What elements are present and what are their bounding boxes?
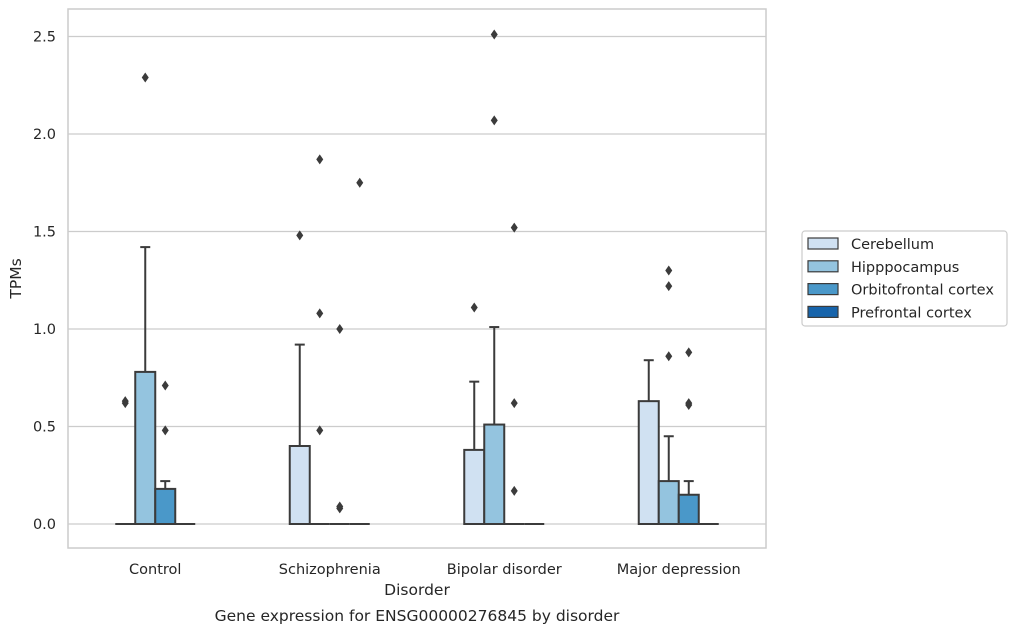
box-cerebellum (463, 302, 486, 525)
legend-label: Orbitofrontal cortex (851, 283, 994, 299)
outlier-point (356, 177, 364, 188)
outlier-point (510, 485, 518, 496)
box-orbitofrontal-cortex (504, 222, 525, 525)
box-orbitofrontal-cortex (329, 324, 350, 525)
legend-swatch (807, 237, 839, 250)
grid-lines (68, 35, 766, 525)
plot-frame (67, 8, 767, 549)
x-axis-label: Disorder (384, 581, 450, 599)
outlier-point (161, 380, 169, 391)
outlier-point (316, 308, 324, 319)
box-cerebellum (115, 396, 136, 525)
outlier-point (121, 396, 129, 407)
legend-label: Prefrontal cortex (851, 305, 972, 321)
box-cerebellum (637, 359, 660, 525)
outlier-point (336, 501, 344, 512)
box (637, 400, 660, 525)
outlier-point (510, 398, 518, 409)
y-tick-label: 2.5 (33, 30, 56, 46)
legend-label: Cerebellum (851, 237, 934, 253)
outlier-point (510, 222, 518, 233)
y-tick-label: 1.5 (33, 225, 56, 241)
outlier-point (336, 324, 344, 334)
outlier-point (665, 281, 673, 292)
outlier-point (665, 351, 673, 362)
outlier-point (490, 115, 498, 126)
outlier-point (316, 425, 324, 436)
x-tick-label: Control (129, 562, 181, 578)
x-tick-label: Schizophrenia (279, 562, 381, 578)
box (463, 448, 486, 525)
box (483, 423, 506, 525)
legend-swatch (807, 283, 839, 296)
outlier-point (141, 72, 149, 83)
y-tick-label: 0.5 (33, 420, 56, 436)
box-hipppocampus (134, 72, 157, 525)
x-tick-label: Bipolar disorder (447, 562, 562, 578)
box-cerebellum (288, 230, 311, 525)
tick-labels: 0.0 0.5 1.0 1.5 2.0 2.5 Control Schizophrenia Bi… (33, 30, 741, 579)
outlier-point (161, 425, 169, 436)
outlier-point (685, 398, 693, 409)
chart-caption: Gene expression for ENSG00000276845 by d… (215, 607, 620, 625)
outlier-point (316, 154, 324, 165)
box-hipppocampus (483, 29, 506, 525)
y-tick-label: 1.0 (33, 322, 56, 338)
outlier-point (296, 230, 304, 241)
y-tick-label: 0.0 (33, 517, 56, 533)
outlier-point (490, 29, 498, 40)
box-orbitofrontal-cortex (154, 380, 177, 525)
box-prefrontal-cortex (349, 177, 370, 525)
box (657, 480, 680, 526)
outlier-point (470, 302, 478, 313)
legend-swatch (807, 260, 839, 273)
legend-swatch (807, 305, 839, 318)
box-plot-series (115, 29, 719, 526)
y-tick-label: 2.0 (33, 127, 56, 143)
box (677, 493, 700, 525)
y-axis-label: TPMs (7, 258, 25, 299)
box-hipppocampus (309, 154, 330, 525)
legend: Cerebellum Hipppocampus Orbitofrontal cort… (801, 230, 1008, 327)
legend-frame (801, 230, 1008, 327)
x-tick-label: Major depression (617, 562, 741, 578)
box (134, 370, 157, 525)
outlier-point (665, 265, 673, 276)
box-orbitofrontal-cortex (677, 347, 700, 525)
box (154, 487, 177, 525)
outlier-point (685, 347, 693, 358)
box (288, 445, 311, 525)
legend-label: Hipppocampus (851, 260, 959, 276)
box-hipppocampus (657, 265, 680, 526)
